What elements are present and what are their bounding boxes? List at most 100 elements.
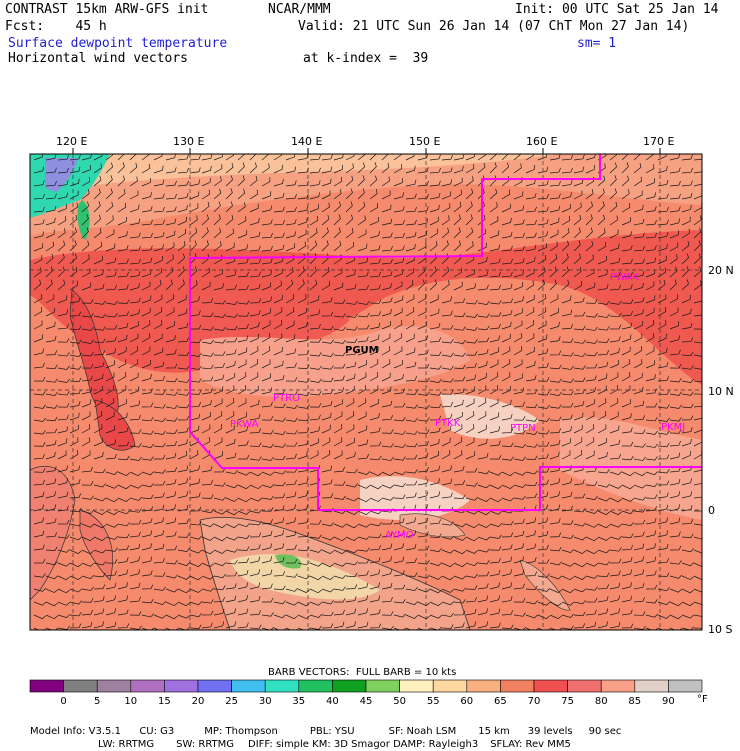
wind-barb	[681, 294, 691, 304]
wind-barb	[309, 534, 322, 539]
wind-barb	[573, 325, 586, 331]
wind-barb	[177, 167, 189, 174]
wind-barb	[321, 154, 333, 161]
wind-barb	[321, 389, 334, 395]
wind-barb	[693, 465, 702, 473]
wind-barb	[333, 598, 346, 603]
wind-barb	[165, 266, 174, 278]
wind-barb	[45, 336, 57, 343]
wind-barb	[549, 491, 560, 499]
wind-barb	[405, 347, 416, 356]
wind-barb	[429, 216, 439, 226]
wind-barb	[549, 601, 562, 607]
wind-barb	[669, 294, 679, 304]
wind-barb	[621, 510, 634, 515]
wind-barb	[501, 610, 514, 616]
wind-barb	[297, 416, 310, 421]
wind-barb	[621, 154, 629, 161]
wind-barb	[309, 391, 322, 396]
wind-barb	[45, 518, 57, 525]
wind-barb	[681, 478, 692, 486]
wind-barb	[393, 471, 406, 476]
wind-barb	[81, 536, 94, 542]
wind-barb	[201, 154, 213, 161]
wind-barb	[177, 322, 189, 330]
wind-barb	[165, 335, 176, 343]
wind-barb	[57, 601, 70, 606]
wind-barb	[477, 424, 487, 434]
wind-barb	[333, 549, 346, 555]
wind-barb	[477, 256, 488, 265]
wind-barb	[273, 417, 286, 422]
wind-barb	[681, 415, 694, 421]
wind-barb	[645, 257, 657, 265]
wind-barb	[465, 510, 478, 515]
wind-barb	[129, 309, 140, 317]
wind-barb	[249, 582, 261, 590]
wind-barb	[261, 191, 272, 200]
wind-barb	[657, 179, 669, 187]
wind-barb	[501, 532, 514, 538]
wind-barb	[261, 484, 274, 488]
wind-barb	[393, 245, 405, 252]
wind-barb	[33, 267, 42, 278]
wind-barb	[465, 326, 478, 331]
wind-barb	[537, 430, 550, 435]
wind-barb	[441, 535, 454, 540]
wind-barb	[645, 456, 658, 461]
wind-barb	[561, 279, 570, 291]
wind-barb	[669, 588, 682, 593]
wind-barb	[381, 190, 391, 200]
wind-barb	[33, 294, 43, 304]
wind-barb	[549, 307, 559, 317]
wind-barb	[453, 240, 461, 252]
wind-barb	[357, 497, 370, 503]
wind-barb	[489, 523, 502, 527]
wind-barb	[237, 284, 249, 291]
wind-barb	[549, 350, 562, 356]
wind-barb	[93, 536, 106, 541]
wind-barb	[369, 497, 382, 502]
wind-barb	[525, 256, 536, 265]
wind-barb	[153, 469, 166, 474]
wind-barb	[597, 241, 607, 252]
wind-barb	[357, 547, 370, 552]
wind-barb	[609, 582, 621, 590]
wind-barb	[117, 595, 129, 603]
wind-barb	[249, 399, 260, 408]
east-pocket	[560, 417, 702, 520]
wind-barb	[201, 227, 209, 239]
wind-barb	[645, 494, 658, 499]
wind-barb	[81, 562, 94, 567]
wind-barb	[57, 192, 68, 200]
wind-barb	[597, 228, 606, 239]
wind-barb	[69, 522, 82, 527]
wind-barb	[549, 518, 561, 525]
wind-barb	[465, 562, 478, 567]
wind-barb	[429, 167, 441, 174]
wind-barb	[237, 471, 250, 476]
wind-barb	[477, 595, 489, 603]
wind-barb	[177, 378, 190, 383]
wind-barb	[297, 364, 310, 370]
wind-barb	[429, 403, 442, 409]
wind-barb	[609, 547, 622, 552]
wind-barb	[381, 162, 390, 174]
wind-barb	[441, 413, 453, 421]
wind-barb	[621, 569, 633, 577]
wind-barb	[165, 279, 173, 291]
wind-barb	[561, 154, 573, 161]
wind-barb	[69, 437, 79, 447]
wind-barb	[357, 439, 369, 447]
wind-barb	[657, 231, 669, 239]
wind-barb	[477, 608, 488, 616]
wind-barb	[369, 258, 381, 265]
wind-barb	[549, 321, 560, 330]
wind-barb	[609, 188, 617, 200]
wind-barb	[297, 193, 309, 200]
wind-barb	[201, 523, 214, 528]
wind-barb	[537, 614, 550, 620]
wind-barb	[129, 258, 141, 265]
wind-barb	[561, 613, 574, 618]
wind-barb	[297, 614, 310, 620]
